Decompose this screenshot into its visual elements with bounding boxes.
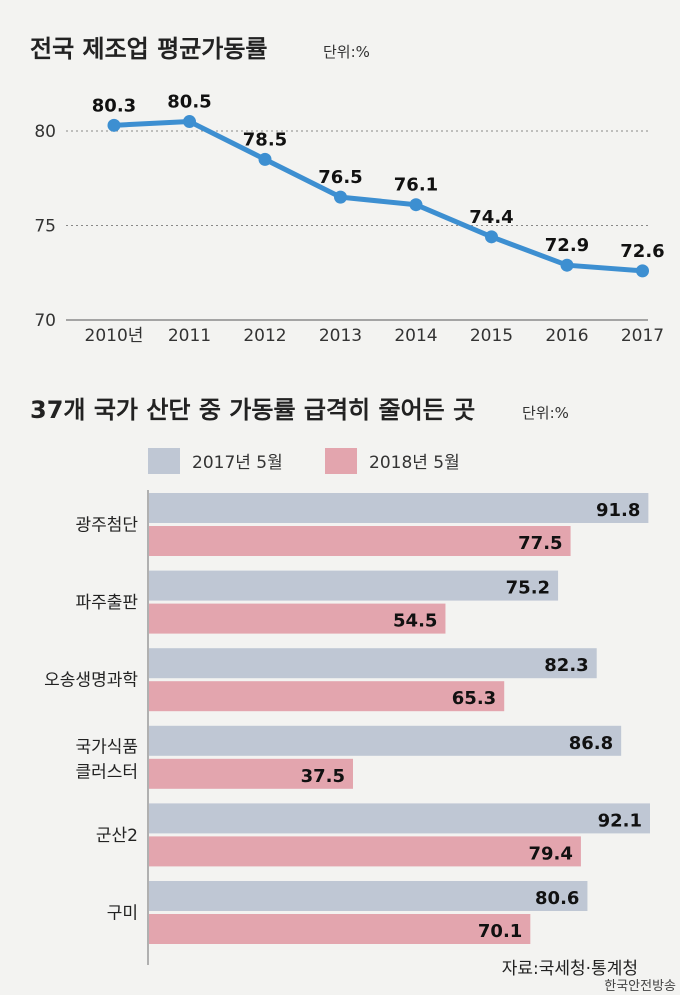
category-label: 광주첨단 — [75, 516, 138, 536]
x-tick-label: 2011 — [168, 326, 211, 346]
bar-value-label: 79.4 — [528, 843, 572, 864]
line-chart-title: 전국 제조업 평균가동률 — [30, 35, 268, 63]
bar-2017 — [149, 803, 650, 834]
x-tick-label: 2012 — [243, 326, 286, 346]
bar-2018 — [149, 526, 571, 556]
bar-2017 — [149, 648, 597, 679]
bar-2017 — [149, 881, 588, 911]
data-label: 76.5 — [318, 167, 362, 188]
x-tick-label: 2013 — [319, 326, 362, 346]
bar-value-label: 92.1 — [598, 810, 642, 831]
legend-label-2017: 2017년 5월 — [192, 453, 283, 473]
bar-value-label: 65.3 — [452, 688, 496, 709]
bar-2018 — [149, 603, 446, 634]
line-chart: 전국 제조업 평균가동률 단위:% 80 75 70 2010년 2011 2012 20… — [30, 35, 665, 346]
bar-2018 — [149, 758, 353, 789]
category-label: 파주출판 — [75, 593, 138, 613]
bar-chart: 37개 국가 산단 중 가동률 급격히 줄어든 곳 단위:% 2017년 5월 … — [30, 396, 676, 994]
legend-label-2018: 2018년 5월 — [369, 453, 460, 473]
bar-2017 — [149, 725, 622, 756]
bar-chart-title: 37개 국가 산단 중 가동률 급격히 줄어든 곳 — [30, 396, 475, 424]
bar-2017 — [149, 493, 649, 523]
data-label: 80.5 — [167, 92, 211, 113]
x-tick-label: 2016 — [545, 326, 588, 346]
bar-2018 — [149, 681, 505, 712]
data-point — [409, 198, 423, 212]
data-point — [183, 115, 196, 129]
source-note: 자료:국세청·통계청 — [502, 959, 638, 979]
bar-value-label: 86.8 — [569, 733, 613, 754]
data-label: 72.6 — [620, 241, 664, 262]
data-point — [636, 264, 649, 278]
x-tick-label: 2015 — [470, 326, 513, 346]
category-label: 국가식품 클러스터 — [75, 737, 138, 782]
category-label: 군산2 — [96, 826, 138, 846]
bar-value-label: 37.5 — [301, 766, 345, 787]
bar-value-label: 80.6 — [535, 888, 579, 909]
y-tick-label: 70 — [34, 311, 56, 331]
bar-chart-unit: 단위:% — [522, 404, 569, 422]
data-point — [560, 258, 574, 272]
legend-swatch-2018 — [325, 448, 357, 474]
category-label: 오송생명과학 — [44, 671, 138, 691]
bar-value-label: 54.5 — [393, 611, 437, 632]
y-tick-label: 75 — [34, 217, 56, 237]
data-label: 80.3 — [92, 95, 136, 116]
data-point — [485, 230, 498, 244]
x-tick-label: 2010년 — [85, 326, 144, 346]
bar-value-label: 82.3 — [544, 655, 588, 676]
data-point — [258, 152, 272, 166]
bar-2018 — [149, 836, 581, 867]
data-label: 78.5 — [243, 129, 287, 150]
line-chart-unit: 단위:% — [323, 43, 370, 61]
category-label: 구미 — [107, 904, 138, 924]
y-tick-label: 80 — [34, 122, 56, 142]
bar-value-label: 75.2 — [506, 578, 550, 599]
data-label: 72.9 — [545, 235, 589, 256]
data-point — [334, 190, 347, 204]
bar-2018 — [149, 914, 531, 944]
legend-swatch-2017 — [148, 448, 180, 474]
data-label: 74.4 — [469, 207, 513, 228]
data-label: 76.1 — [394, 175, 438, 196]
bar-2017 — [149, 570, 559, 601]
series-line — [111, 119, 645, 274]
x-tick-label: 2014 — [394, 326, 437, 346]
bar-value-label: 91.8 — [596, 500, 640, 521]
bar-value-label: 77.5 — [518, 533, 562, 554]
data-point — [107, 118, 121, 132]
bar-value-label: 70.1 — [478, 921, 522, 942]
x-tick-label: 2017 — [621, 326, 664, 346]
watermark-text: 한국안전방송 — [604, 979, 676, 994]
